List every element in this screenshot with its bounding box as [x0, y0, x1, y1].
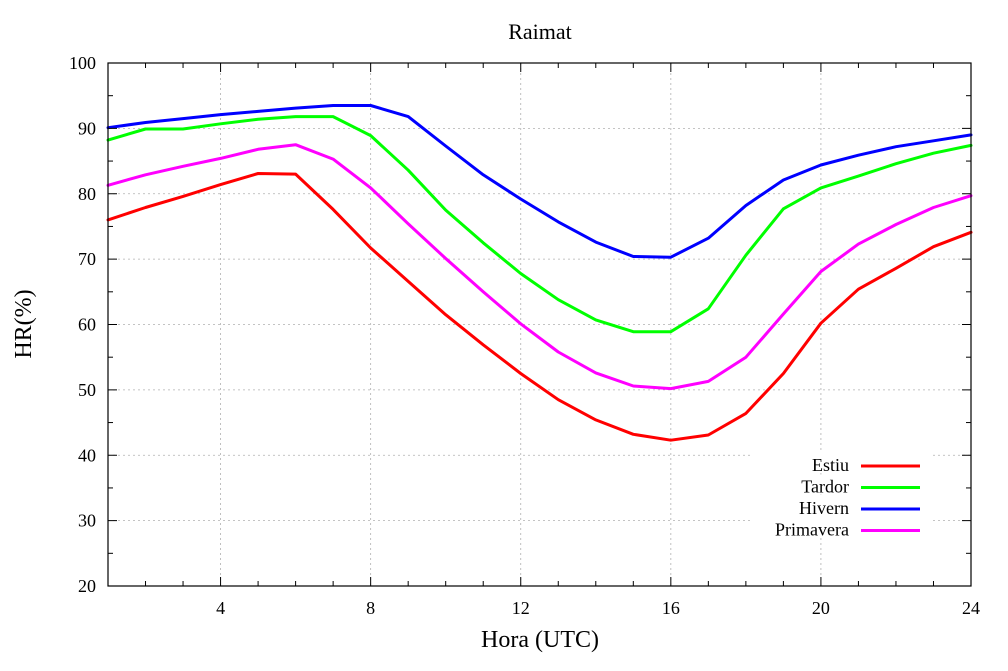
legend-background	[752, 474, 932, 495]
y-tick-label: 30	[78, 511, 96, 531]
legend-label-hivern: Hivern	[799, 498, 849, 518]
x-tick-label: 16	[662, 598, 680, 618]
legend-background	[752, 517, 932, 538]
series-line-tardor	[106, 115, 973, 334]
axis-ticks	[108, 62, 972, 587]
y-tick-label: 20	[78, 576, 96, 596]
y-tick-label: 100	[69, 53, 96, 73]
y-tick-label: 80	[78, 184, 96, 204]
legend-background	[752, 453, 932, 473]
y-axis-title: HR(%)	[11, 289, 37, 358]
tick-labels: 20 30 40 50 60 70 80 90 100 4 8 12 16 20 24	[69, 53, 980, 618]
y-tick-label: 40	[78, 445, 96, 465]
chart-title: Raimat	[508, 19, 572, 44]
series-line-primavera	[106, 143, 973, 391]
series-line-estiu	[106, 172, 973, 442]
series-line-hivern	[106, 104, 973, 259]
y-tick-label: 50	[78, 380, 96, 400]
x-tick-label: 8	[366, 598, 375, 618]
x-tick-label: 20	[812, 598, 830, 618]
y-tick-label: 90	[78, 118, 96, 138]
legend-label-estiu: Estiu	[812, 455, 849, 475]
x-tick-label: 4	[216, 598, 225, 618]
legend-background	[752, 496, 932, 516]
y-tick-label: 60	[78, 315, 96, 335]
series-lines	[106, 104, 973, 442]
y-tick-label: 70	[78, 249, 96, 269]
legend-label-tardor: Tardor	[801, 477, 849, 497]
legend-label-primavera: Primavera	[775, 520, 849, 540]
x-axis-title: Hora (UTC)	[481, 627, 599, 653]
x-tick-label: 24	[962, 598, 980, 618]
x-tick-label: 12	[512, 598, 530, 618]
